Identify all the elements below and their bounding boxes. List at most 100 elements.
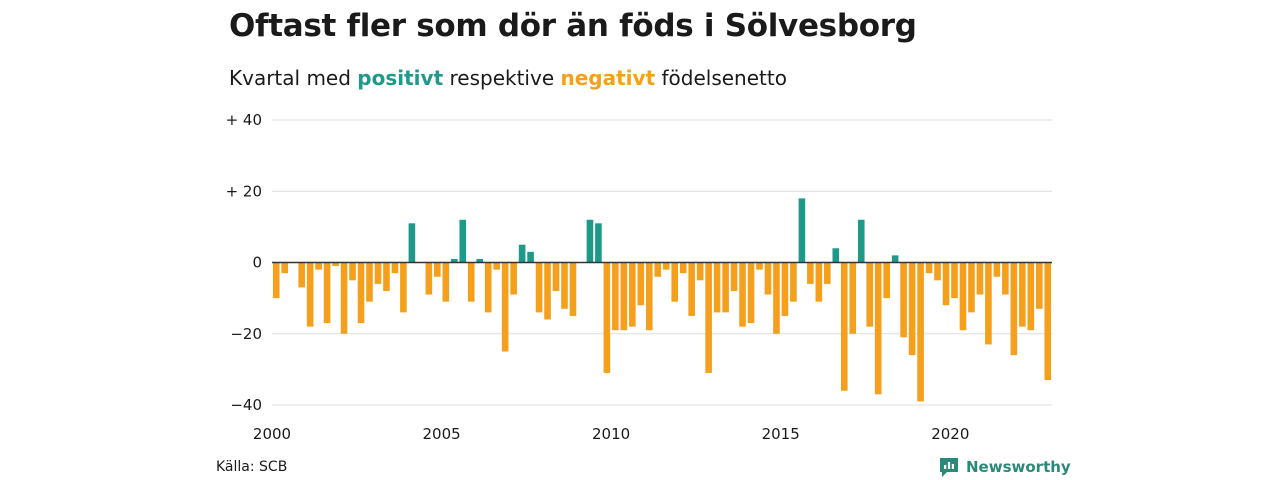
bar-negative (510, 262, 517, 295)
bar-negative (976, 262, 984, 295)
bar-negative (959, 262, 967, 331)
bar-negative (323, 262, 331, 324)
x-tick-label: 2020 (931, 425, 969, 443)
bar-negative (993, 262, 1001, 277)
bar-negative (1035, 262, 1043, 309)
bar-negative (790, 262, 797, 302)
bar-negative (434, 262, 441, 277)
bar-negative (272, 262, 280, 299)
x-tick-label: 2015 (762, 425, 800, 443)
bar-negative (968, 262, 975, 313)
bar-negative (688, 262, 695, 316)
bar-negative (391, 262, 399, 274)
bar-negative (366, 262, 373, 302)
bar-negative (544, 262, 551, 320)
bar-negative (730, 262, 738, 291)
bar-negative (1019, 262, 1026, 327)
x-tick-label: 2000 (253, 425, 291, 443)
bar-negative (1010, 262, 1018, 356)
subtitle-prefix: Kvartal med (229, 66, 351, 90)
bar-negative (349, 262, 356, 281)
bar-negative (306, 262, 314, 327)
bar-negative (773, 262, 780, 334)
bar-negative (535, 262, 543, 313)
x-axis-ticks: 2000 2005 2010 2015 2020 (253, 425, 969, 443)
bar-negative (1044, 262, 1052, 381)
bar-negative (374, 262, 382, 284)
bar-negative (467, 262, 475, 302)
bar-negative (781, 262, 789, 316)
brand-name: Newsworthy (966, 458, 1071, 476)
bar-negative (654, 262, 662, 277)
bar-negative (603, 262, 611, 373)
bar-negative (493, 262, 500, 270)
bar-negative (756, 262, 763, 270)
y-tick-label: −40 (230, 396, 262, 414)
bar-negative (400, 262, 407, 313)
x-tick-label: 2010 (592, 425, 630, 443)
brand-logo[interactable]: Newsworthy (938, 456, 1071, 478)
bar-positive (832, 248, 840, 263)
bar-negative (942, 262, 950, 306)
bar-negative (1002, 262, 1009, 295)
bar-positive (518, 244, 526, 263)
bar-negative (501, 262, 509, 352)
y-tick-label: + 40 (226, 111, 262, 129)
bar-negative (569, 262, 577, 316)
bar-positive (891, 255, 899, 263)
bar-positive (595, 223, 602, 263)
bar-positive (586, 219, 594, 263)
chart-subtitle: Kvartal med positivt respektive negativt… (229, 66, 787, 90)
bar-negative (315, 262, 322, 270)
bar-negative (705, 262, 712, 373)
bar-negative (908, 262, 916, 356)
bar-negative (298, 262, 305, 288)
bar-positive (408, 223, 416, 263)
bar-negative (620, 262, 628, 331)
bar-series (272, 198, 1052, 402)
bar-negative (552, 262, 560, 291)
bar-positive (450, 258, 458, 263)
source-note: Källa: SCB (216, 459, 288, 475)
y-axis-ticks: + 40 + 20 0 −20 −40 (226, 111, 262, 414)
bar-negative (679, 262, 687, 274)
subtitle-negative-label: negativt (560, 66, 656, 90)
bar-negative (722, 262, 729, 313)
subtitle-suffix: födelsenetto (661, 66, 787, 90)
bar-negative (840, 262, 848, 391)
x-tick-label: 2005 (423, 425, 461, 443)
bar-negative (883, 262, 890, 299)
bar-negative (951, 262, 958, 299)
bar-negative (425, 262, 433, 295)
newsworthy-logo-icon (940, 458, 958, 477)
bar-negative (747, 262, 755, 324)
bar-negative (671, 262, 679, 302)
bar-negative (917, 262, 924, 402)
bar-positive (476, 258, 484, 263)
bar-negative (340, 262, 348, 334)
bar-negative (629, 262, 636, 327)
bar-negative (815, 262, 823, 302)
bar-negative (561, 262, 568, 309)
bar-negative (662, 262, 670, 270)
bar-negative (332, 262, 339, 267)
bar-negative (484, 262, 492, 313)
y-tick-label: 0 (252, 254, 262, 272)
bar-negative (713, 262, 721, 313)
y-tick-label: + 20 (226, 182, 262, 200)
bar-negative (739, 262, 746, 327)
bar-positive (798, 198, 806, 263)
bar-negative (645, 262, 653, 331)
subtitle-positive-label: positivt (357, 66, 444, 90)
bar-negative (442, 262, 450, 302)
bar-negative (866, 262, 874, 327)
bar-negative (1027, 262, 1035, 331)
bar-negative (357, 262, 365, 324)
bar-negative (874, 262, 882, 395)
bar-negative (281, 262, 289, 274)
bar-negative (824, 262, 831, 284)
bar-negative (849, 262, 857, 334)
bar-negative (696, 262, 704, 281)
bar-negative (612, 262, 619, 331)
